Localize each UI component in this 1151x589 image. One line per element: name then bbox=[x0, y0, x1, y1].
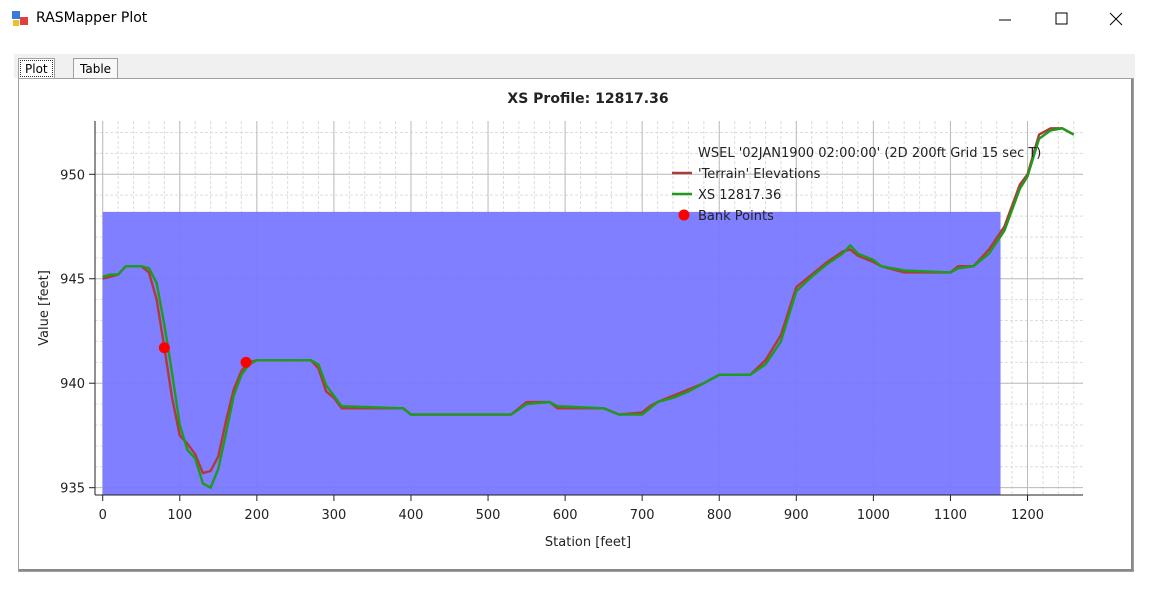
bank-point bbox=[158, 342, 170, 354]
tab[interactable]: Plot bbox=[18, 58, 55, 79]
x-tick-label: 800 bbox=[707, 508, 732, 523]
x-tick-label: 1000 bbox=[857, 508, 890, 523]
y-axis-label: Value [feet] bbox=[37, 270, 52, 346]
x-tick-label: 100 bbox=[167, 508, 192, 523]
legend-label: XS 12817.36 bbox=[698, 188, 781, 203]
legend-swatch bbox=[678, 209, 690, 221]
y-tick-label: 945 bbox=[60, 273, 85, 288]
x-tick-label: 1100 bbox=[934, 508, 967, 523]
x-tick-label: 200 bbox=[244, 508, 269, 523]
wsel-area bbox=[102, 211, 1001, 495]
legend-label: Bank Points bbox=[698, 209, 774, 224]
window-title: RASMapper Plot bbox=[36, 10, 148, 26]
tab-strip: Plot Table bbox=[14, 54, 1135, 79]
x-tick-label: 400 bbox=[399, 508, 424, 523]
x-axis-label: Station [feet] bbox=[545, 535, 631, 550]
x-tick-label: 0 bbox=[99, 508, 107, 523]
x-tick-label: 1200 bbox=[1011, 508, 1044, 523]
x-tick-label: 900 bbox=[784, 508, 809, 523]
y-tick-label: 950 bbox=[60, 168, 85, 183]
chart-title: XS Profile: 12817.36 bbox=[507, 91, 668, 107]
y-tick-label: 935 bbox=[60, 482, 85, 497]
x-tick-label: 700 bbox=[630, 508, 655, 523]
x-tick-label: 600 bbox=[553, 508, 578, 523]
series-line bbox=[102, 127, 1075, 489]
legend-label: WSEL '02JAN1900 02:00:00' (2D 200ft Grid… bbox=[698, 146, 1041, 161]
bank-point bbox=[240, 356, 252, 368]
legend-label: 'Terrain' Elevations bbox=[698, 167, 821, 182]
tab[interactable]: Table bbox=[73, 58, 119, 79]
window-controls[interactable] bbox=[981, 0, 1151, 40]
x-tick-label: 500 bbox=[476, 508, 501, 523]
title-bar: RASMapper Plot bbox=[0, 0, 1151, 40]
x-tick-label: 300 bbox=[321, 508, 346, 523]
app-icon bbox=[12, 11, 28, 26]
y-tick-label: 940 bbox=[60, 377, 85, 392]
